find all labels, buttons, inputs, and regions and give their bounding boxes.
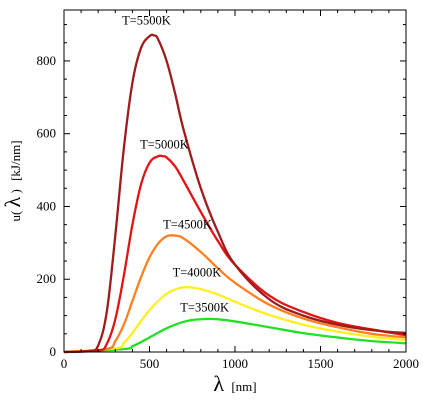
series-annotation-t-4000k: T=4000K — [173, 266, 222, 280]
axis-ticks: 0 500 1000 1500 2000 0 200 400 600 800 — [37, 10, 419, 371]
y-tick-label: 200 — [37, 271, 57, 286]
y-axis-label: u( λ ) [kJ/nm] — [0, 140, 25, 221]
x-tick-label: 0 — [61, 356, 68, 371]
y-axis-unit: [kJ/nm] — [8, 140, 23, 180]
series-line-t-4000k — [63, 285, 407, 354]
x-tick-label: 1000 — [222, 356, 248, 371]
series-line-t-4500k — [63, 234, 407, 354]
x-tick-label: 500 — [140, 356, 160, 371]
series-line-t-3500k — [63, 317, 407, 354]
y-axis-symbol: λ — [0, 196, 25, 207]
series-line-t-5000k — [63, 154, 407, 354]
x-axis-label: λ [nm] — [213, 371, 256, 396]
x-axis-symbol: λ — [213, 371, 224, 396]
y-tick-label: 0 — [50, 344, 57, 359]
series-annotations: T=5500K T=5000K T=4500K T=4000K T=3500K — [122, 14, 229, 315]
series-annotation-t-3500k: T=3500K — [180, 301, 229, 315]
x-tick-label: 2000 — [393, 356, 419, 371]
y-axis-suffix: ) — [8, 189, 23, 193]
series-annotation-t-5500k: T=5500K — [122, 14, 171, 28]
y-axis-prefix: u( — [8, 211, 23, 222]
y-tick-label: 600 — [37, 126, 57, 141]
x-tick-label: 1500 — [308, 356, 334, 371]
series-curves — [63, 33, 407, 354]
y-tick-label: 800 — [37, 53, 57, 68]
series-annotation-t-4500k: T=4500K — [163, 217, 212, 231]
x-axis-unit: [nm] — [231, 379, 256, 394]
series-line-t-5500k — [63, 33, 407, 354]
y-tick-label: 400 — [37, 198, 57, 213]
series-annotation-t-5000k: T=5000K — [140, 137, 189, 151]
